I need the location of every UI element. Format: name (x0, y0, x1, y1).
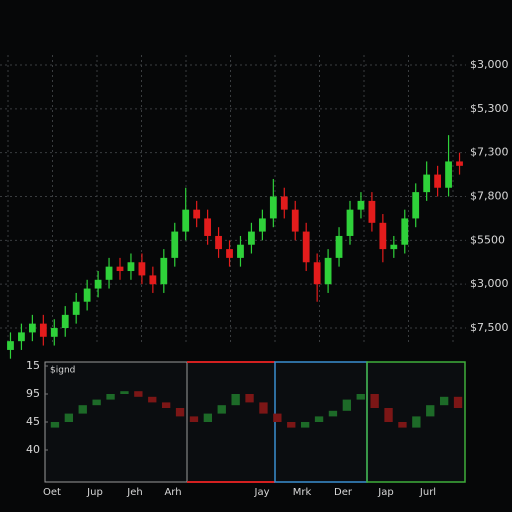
y-tick-label: 40 (26, 443, 40, 456)
y-tick-label: $7,300 (470, 146, 509, 159)
x-tick-label: Oet (43, 487, 61, 498)
candle-body (171, 231, 179, 258)
candle-body (231, 394, 240, 406)
x-tick-label: Arh (164, 487, 181, 498)
candle-body (313, 262, 321, 285)
candle-body (273, 413, 282, 422)
candle-body (160, 257, 168, 285)
y-tick-label: 95 (26, 387, 40, 400)
y-tick-label: $5500 (470, 233, 505, 246)
candle-body (434, 174, 442, 188)
candle-body (346, 209, 354, 236)
candle-body (39, 323, 47, 337)
candle-body (280, 196, 288, 210)
x-tick-label: Jay (254, 487, 270, 498)
candle-body (92, 399, 101, 406)
y-tick-label: $7,500 (470, 321, 509, 334)
candle-body (64, 413, 74, 422)
candle-body (370, 394, 379, 408)
candle-body (426, 405, 435, 417)
candle-body (439, 396, 449, 406)
x-tick-label: Der (334, 487, 353, 498)
candle-body (175, 408, 185, 417)
candle-body (335, 235, 343, 258)
candle-body (148, 396, 157, 403)
candle-body (226, 249, 233, 258)
candle-body (116, 266, 124, 272)
candle-body (357, 200, 365, 210)
candle-body (291, 209, 299, 232)
candle-body (182, 209, 190, 232)
candle-body (149, 275, 157, 285)
candle-body (300, 422, 310, 428)
candle-body (368, 200, 376, 223)
panel-title: $ignd (50, 366, 75, 376)
y-tick-label: $3,000 (470, 58, 509, 71)
candle-body (127, 262, 135, 272)
candle-body (314, 416, 324, 422)
candle-body (384, 408, 393, 422)
candle-body (193, 209, 201, 219)
x-tick-label: Mrk (293, 487, 312, 498)
candle-body (138, 262, 146, 276)
candle-body (401, 218, 409, 245)
section-frame (366, 361, 466, 483)
candle-body (61, 314, 69, 329)
candle-body (356, 394, 365, 400)
x-tick-label: Jeh (126, 487, 142, 498)
candle-body (94, 279, 102, 289)
candle-body (445, 161, 452, 188)
lower-panel (45, 362, 465, 482)
candle-body (324, 257, 332, 285)
candle-body (287, 422, 296, 428)
candle-body (215, 235, 222, 250)
candle-body (189, 416, 199, 422)
candle-body (120, 391, 129, 394)
candle-body (28, 323, 36, 333)
candle-body (398, 422, 407, 428)
y-tick-label: $3,000 (470, 277, 509, 290)
candle-body (72, 301, 80, 315)
x-tick-label: Jurl (419, 487, 436, 498)
candle-body (50, 422, 60, 428)
candle-body (78, 405, 87, 414)
candle-body (456, 161, 463, 166)
candle-body (269, 196, 277, 219)
x-tick-label: Jap (377, 487, 393, 498)
candle-body (161, 402, 171, 408)
candle-body (328, 410, 338, 417)
candle-body (412, 192, 420, 219)
y-tick-label: $7,800 (470, 190, 509, 203)
candle-body (379, 222, 387, 250)
candle-body (134, 391, 143, 397)
y-tick-label: $5,300 (470, 102, 509, 115)
candle-body (203, 413, 213, 422)
y-tick-label: 15 (26, 359, 40, 372)
candle-body (342, 399, 352, 411)
candle-body (248, 231, 255, 245)
candle-body (50, 328, 58, 337)
candle-body (453, 396, 463, 408)
candle-body (204, 218, 212, 236)
candle-body (258, 218, 266, 232)
candle-body (245, 394, 254, 403)
candle-body (83, 288, 91, 302)
candle-body (105, 266, 113, 280)
x-tick-label: Jup (86, 487, 103, 498)
candle-body (18, 332, 25, 342)
candle-body (7, 341, 14, 350)
candle-body (259, 402, 268, 414)
candle-body (106, 394, 115, 400)
candle-body (302, 231, 310, 263)
y-tick-label: 45 (26, 415, 40, 428)
candle-body (423, 174, 431, 193)
candle-body (217, 405, 226, 414)
candle-body (412, 416, 421, 428)
candle-body (237, 244, 244, 258)
candle-body (390, 244, 398, 250)
